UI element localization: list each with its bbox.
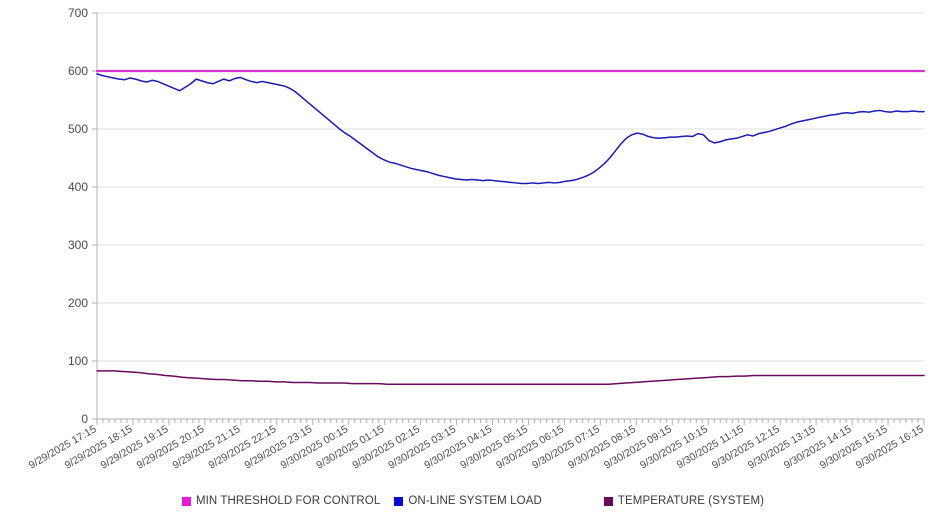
y-axis-tick-label: 600 bbox=[68, 64, 88, 78]
y-axis-tick-label: 100 bbox=[68, 354, 88, 368]
x-axis bbox=[96, 418, 925, 425]
y-axis-tick-label: 300 bbox=[68, 238, 88, 252]
x-axis-tick-labels: 9/29/2025 17:159/29/2025 18:159/29/2025 … bbox=[27, 423, 926, 471]
legend-label-online-system-load: ON-LINE SYSTEM LOAD bbox=[408, 495, 542, 507]
legend-swatch-online-system-load bbox=[394, 496, 404, 506]
legend-item-temperature-system[interactable]: TEMPERATURE (SYSTEM) bbox=[603, 495, 765, 507]
y-axis: 0 100 200 300 400 500 600 700 bbox=[68, 6, 98, 426]
y-axis-tick-label: 0 bbox=[81, 412, 88, 426]
y-axis-tick-label: 400 bbox=[68, 180, 88, 194]
series-line-1 bbox=[96, 73, 925, 185]
grid-lines bbox=[97, 12, 924, 420]
legend-swatch-min-threshold bbox=[181, 496, 191, 506]
y-axis-tick-label: 200 bbox=[68, 296, 88, 310]
chart-legend: MIN THRESHOLD FOR CONTROL ON-LINE SYSTEM… bbox=[0, 495, 946, 507]
legend-label-temperature-system: TEMPERATURE (SYSTEM) bbox=[617, 495, 765, 507]
series-line-2 bbox=[96, 370, 925, 385]
legend-item-min-threshold[interactable]: MIN THRESHOLD FOR CONTROL bbox=[181, 495, 381, 507]
y-axis-tick-label: 500 bbox=[68, 122, 88, 136]
legend-label-min-threshold: MIN THRESHOLD FOR CONTROL bbox=[195, 495, 381, 507]
data-series-group bbox=[95, 69, 926, 385]
y-axis-tick-label: 700 bbox=[68, 6, 88, 20]
legend-swatch-temperature-system bbox=[603, 496, 613, 506]
legend-item-online-system-load[interactable]: ON-LINE SYSTEM LOAD bbox=[394, 495, 542, 507]
